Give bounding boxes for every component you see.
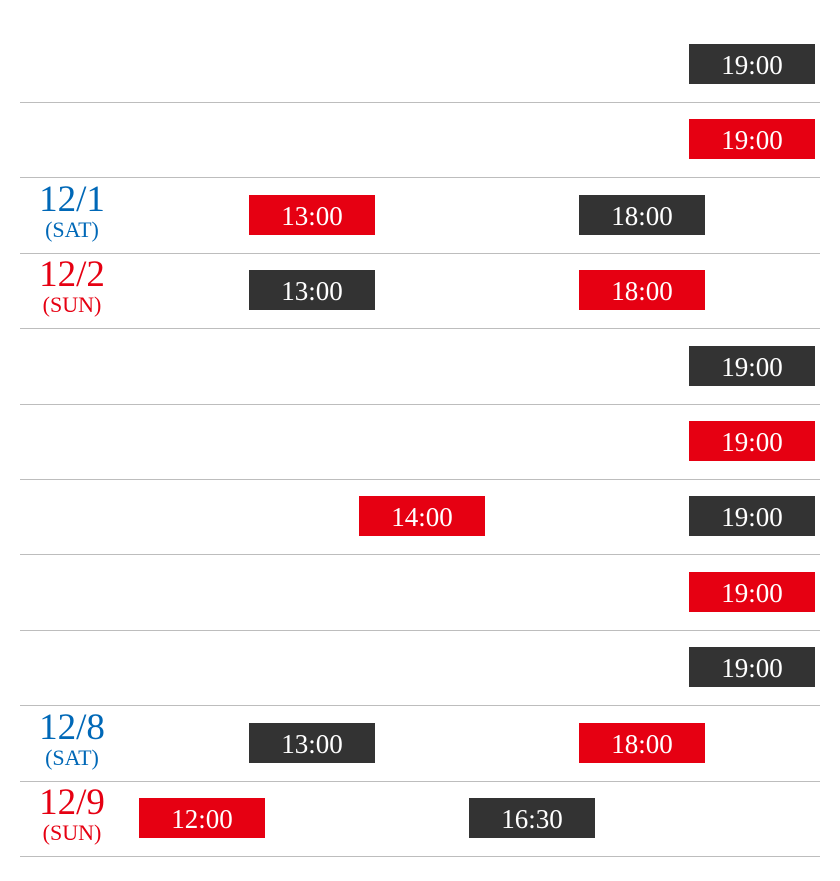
date-text: 12/1 — [39, 178, 105, 220]
schedule-row: 19:00 — [20, 630, 820, 707]
showtime-badge[interactable]: 19:00 — [689, 421, 815, 461]
weekday-text: (SAT) — [45, 744, 99, 770]
schedule-row: 19:00 — [20, 27, 820, 103]
showtime-badge[interactable]: 13:00 — [249, 194, 375, 235]
date-text: 12/9 — [39, 782, 105, 823]
showtime-badge[interactable]: 16:30 — [469, 798, 595, 838]
weekday-text: (SUN) — [42, 820, 102, 845]
weekday-text: (SUN) — [42, 292, 102, 318]
schedule-row: 19:00 — [20, 329, 820, 405]
schedule-row: 12/1 (SAT) 13:00 18:00 — [20, 178, 820, 254]
date-label: 12/2 (SUN) — [20, 254, 124, 318]
showtime-badge[interactable]: 13:00 — [249, 270, 375, 311]
showtime-badge[interactable]: 19:00 — [689, 345, 815, 386]
showtime-badge[interactable]: 19:00 — [689, 647, 815, 688]
showtime-badge[interactable]: 18:00 — [579, 194, 705, 235]
date-text: 12/8 — [39, 706, 105, 748]
showtime-badge[interactable]: 18:00 — [579, 270, 705, 311]
date-label: 12/9 (SUN) — [20, 782, 124, 845]
weekday-text: (SAT) — [45, 216, 99, 242]
showtime-badge[interactable]: 19:00 — [689, 571, 815, 612]
schedule-row: 19:00 — [20, 102, 820, 179]
schedule-row: 14:00 19:00 — [20, 479, 820, 556]
schedule-row: 12/2 (SUN) 13:00 18:00 — [20, 253, 820, 330]
schedule-row: 12/9 (SUN) 12:00 16:30 — [20, 781, 820, 857]
schedule-row: 19:00 — [20, 404, 820, 480]
date-text: 12/2 — [39, 254, 105, 296]
showtime-badge[interactable]: 19:00 — [689, 44, 815, 84]
date-label: 12/1 (SAT) — [20, 178, 124, 242]
showtime-badge[interactable]: 14:00 — [359, 496, 485, 537]
showtime-badge[interactable]: 19:00 — [689, 496, 815, 537]
schedule-row: 12/8 (SAT) 13:00 18:00 — [20, 706, 820, 782]
date-label: 12/8 (SAT) — [20, 706, 124, 770]
schedule-row: 19:00 — [20, 555, 820, 631]
showtime-badge[interactable]: 19:00 — [689, 119, 815, 160]
showtime-badge[interactable]: 18:00 — [579, 722, 705, 763]
showtime-badge[interactable]: 12:00 — [139, 798, 265, 838]
showtime-badge[interactable]: 13:00 — [249, 722, 375, 763]
